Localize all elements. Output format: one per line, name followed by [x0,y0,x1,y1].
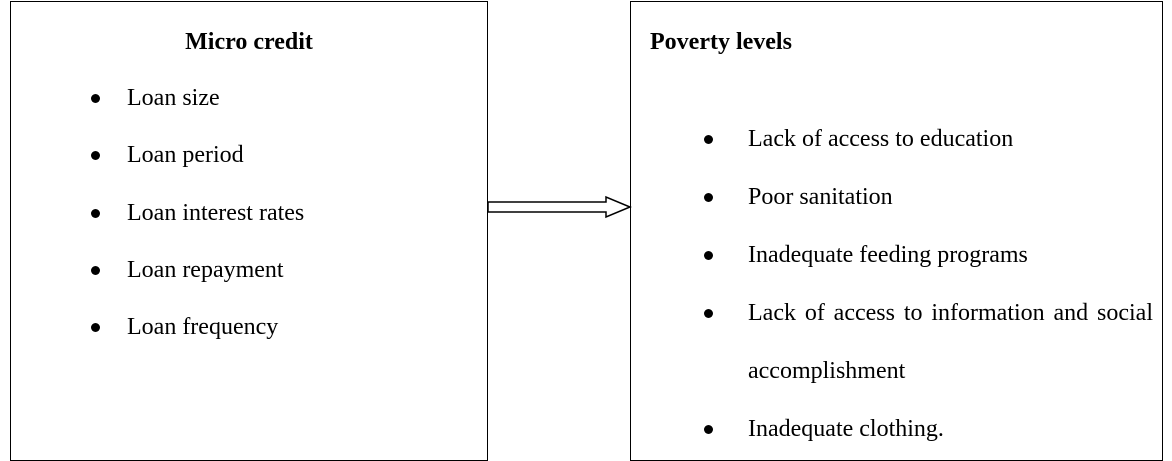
left-title: Micro credit [185,29,313,55]
bullet [91,208,100,218]
arrow [487,195,632,219]
right-title: Poverty levels [650,29,792,55]
bullet [91,265,100,275]
page: {"left": {"title": "Micro credit", "item… [10,1,1163,461]
bullet [704,135,713,144]
list-item: Loan period [127,142,244,169]
bullet [704,425,713,434]
bullet [91,151,100,161]
arrow-layer [487,195,632,219]
list-item: Loan interest rates [127,199,305,226]
list-item: Inadequate feeding programs [748,242,1028,268]
list-item: Loan frequency [127,314,279,341]
list-item: Lack of access to information and social… [748,300,1153,384]
bullet [704,251,713,260]
bullet [91,323,100,333]
list-item: Loan size [127,85,220,111]
bullet [91,94,100,103]
bullet [704,193,713,202]
list-item: Inadequate clothing. [748,416,944,442]
list-item: Lack of access to education [748,126,1014,152]
list-item: Poor sanitation [748,184,893,210]
bullet [704,309,713,318]
list-item: Loan repayment [127,256,284,283]
